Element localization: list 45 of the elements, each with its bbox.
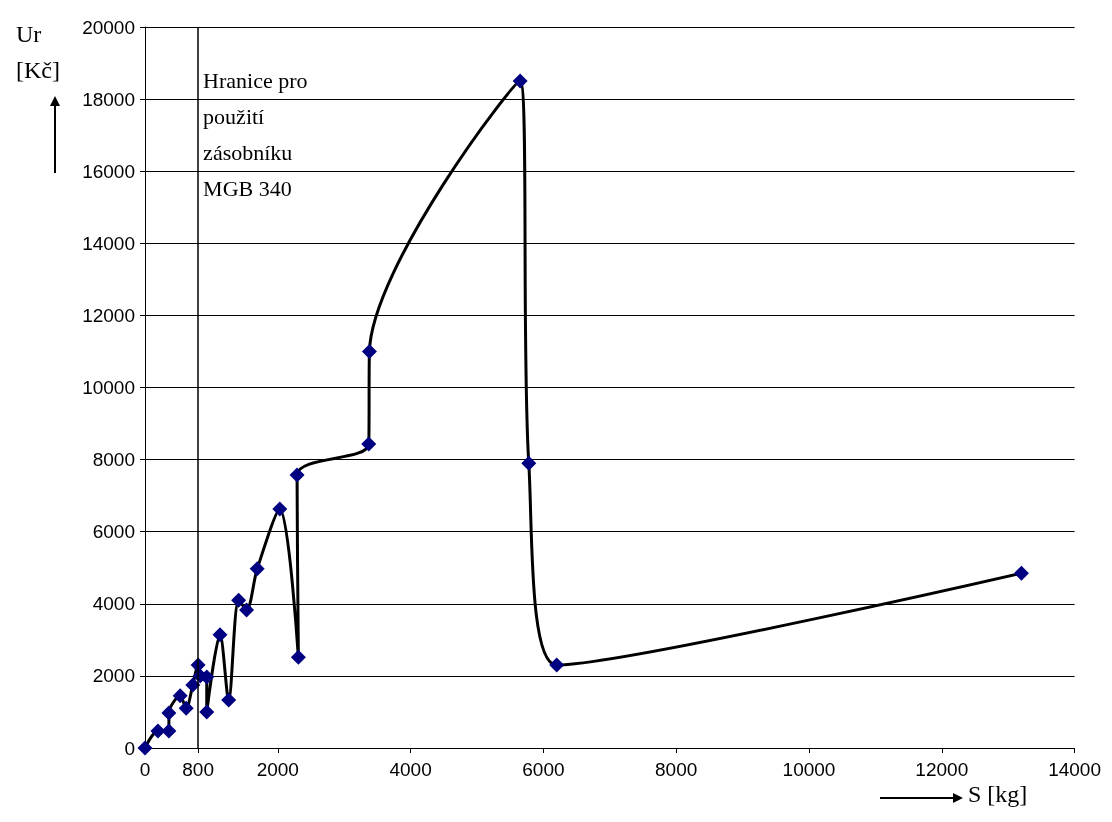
point	[272, 501, 288, 517]
y-tick-label: 14000	[82, 232, 135, 254]
point	[231, 592, 247, 608]
point	[249, 561, 265, 577]
y-tick-label: 16000	[82, 160, 135, 182]
point	[239, 602, 255, 618]
x-tick-label: 2000	[256, 759, 299, 780]
x-tick-label: 0	[139, 759, 151, 780]
y-tick-label: 20000	[82, 16, 135, 38]
point	[521, 455, 537, 471]
point	[150, 723, 166, 739]
y-tick-label: 18000	[82, 88, 135, 110]
x-tick-label: 800	[182, 759, 214, 780]
x-tick-label: 8000	[655, 759, 698, 780]
point	[549, 657, 565, 673]
y-axis-title: Ur [Kč]	[16, 21, 60, 83]
point	[199, 704, 215, 720]
point	[212, 627, 228, 643]
ref-line-label: Hranice pro použití zásobníku MGB 340	[203, 67, 308, 201]
y-tick-label: 10000	[82, 377, 135, 398]
point	[290, 649, 306, 665]
point	[185, 677, 201, 693]
point	[361, 343, 377, 359]
x-tick-label: 10000	[782, 759, 836, 780]
x-tick-label: 12000	[915, 759, 969, 780]
y-tick-label: 0	[124, 737, 135, 759]
x-tick-label: 14000	[1048, 759, 1101, 780]
point	[161, 723, 177, 739]
y-tick-label: 6000	[92, 521, 135, 543]
x-tick-label: 4000	[389, 759, 432, 780]
point	[161, 705, 177, 721]
point	[1013, 565, 1029, 581]
point	[512, 73, 528, 89]
point	[137, 740, 153, 756]
y-tick-label: 12000	[82, 304, 135, 326]
point	[178, 700, 194, 716]
y-tick-label: 2000	[92, 665, 135, 687]
y-tick-label: 8000	[92, 449, 135, 471]
point	[172, 688, 188, 704]
point	[289, 467, 305, 483]
x-axis-title: S [kg]	[968, 781, 1028, 807]
point	[221, 692, 237, 708]
y-tick-label: 4000	[92, 593, 135, 615]
x-tick-label: 6000	[522, 759, 565, 780]
point	[361, 436, 377, 452]
